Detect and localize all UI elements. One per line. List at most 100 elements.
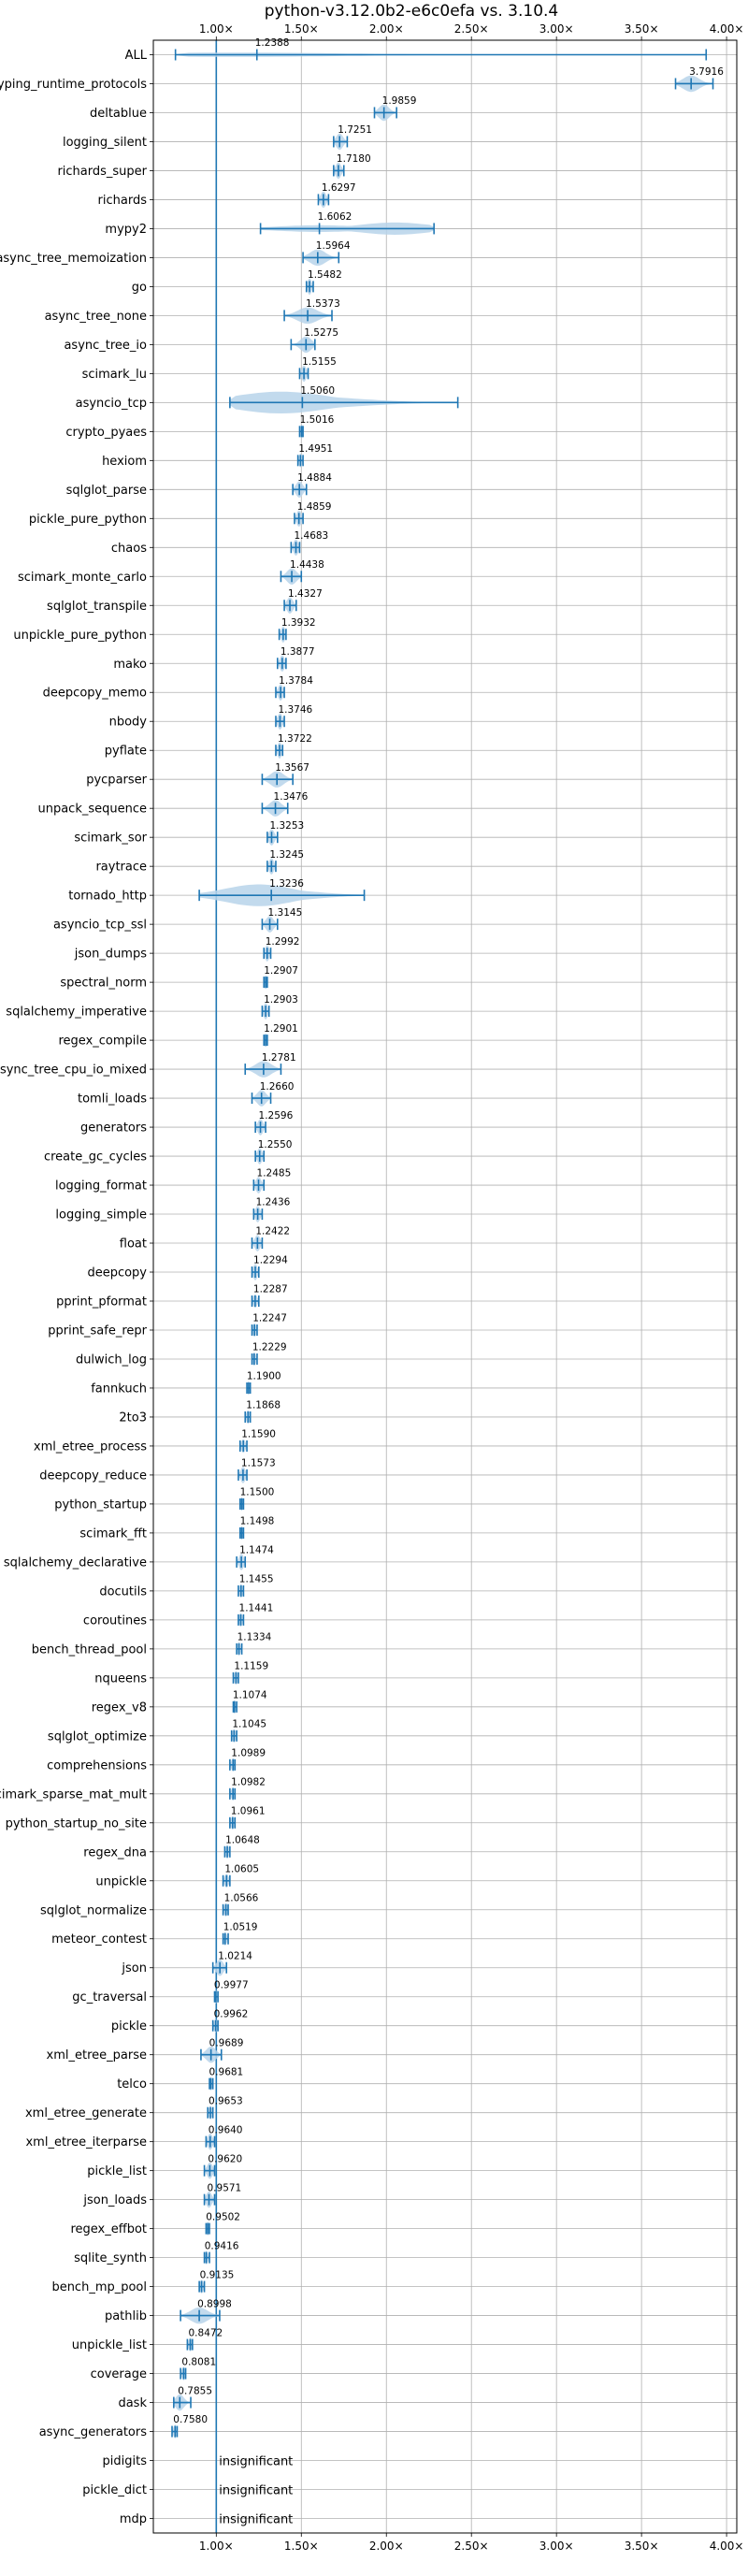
value-label: 0.8472	[189, 2327, 223, 2338]
category-label: tornado_http	[68, 890, 147, 904]
value-label: 1.6062	[318, 211, 352, 223]
value-label: 1.3784	[279, 675, 313, 687]
value-label: 1.7180	[337, 153, 371, 165]
category-label: dulwich_log	[76, 1353, 147, 1367]
value-label: 1.2422	[255, 1226, 290, 1237]
value-label: 0.9502	[206, 2211, 240, 2222]
value-label: 1.5060	[300, 385, 335, 397]
value-label: 1.3476	[274, 791, 309, 803]
category-label: pickle_pure_python	[29, 513, 147, 527]
x-tick-label-bottom: 2.50×	[454, 2540, 489, 2553]
category-label: pprint_pformat	[56, 1295, 147, 1309]
violin-layer	[171, 40, 714, 2533]
value-label: 1.2907	[264, 965, 298, 977]
category-label: logging_simple	[55, 1208, 147, 1223]
value-label: 1.7251	[338, 124, 372, 136]
value-label: 1.1441	[239, 1603, 274, 1614]
category-label: nbody	[109, 716, 148, 730]
category-label: xml_etree_iterparse	[25, 2135, 147, 2149]
category-label: pathlib	[105, 2309, 147, 2323]
value-label: 1.5373	[306, 298, 340, 310]
value-label: 1.1573	[241, 1458, 276, 1469]
value-label: 1.3746	[278, 704, 312, 716]
value-label: 1.1074	[233, 1690, 267, 1701]
value-label: 1.2436	[256, 1197, 291, 1208]
value-label: 1.2485	[257, 1168, 292, 1179]
category-label: xml_etree_process	[34, 1440, 147, 1454]
x-tick-label-top: 1.00×	[199, 22, 234, 36]
value-label: 0.9977	[214, 1979, 249, 1990]
category-label: json_loads	[82, 2193, 147, 2207]
value-label: 0.7855	[178, 2385, 212, 2396]
value-label: 1.3877	[280, 646, 315, 658]
insignificant-label: insignificant	[219, 2484, 293, 2498]
x-tick-label-top: 2.50×	[454, 22, 489, 36]
value-label: 0.9571	[208, 2182, 242, 2193]
category-label: deepcopy_memo	[43, 687, 147, 701]
category-label: sqlglot_optimize	[48, 1729, 147, 1744]
value-label: 1.0214	[218, 1950, 252, 1961]
x-tick-label-top: 4.00×	[710, 22, 744, 36]
value-label: 0.9681	[209, 2066, 244, 2077]
value-label: 1.5155	[302, 356, 337, 368]
value-label: 1.1868	[246, 1400, 280, 1411]
category-label: xml_etree_generate	[25, 2106, 147, 2120]
category-label: deepcopy	[87, 1266, 147, 1281]
category-label: go	[132, 281, 147, 295]
chart-title: python-v3.12.0b2-e6c0efa vs. 3.10.4	[265, 2, 559, 21]
x-tick-label-top: 3.50×	[625, 22, 659, 36]
value-label: 1.2781	[262, 1052, 296, 1064]
value-label: 1.3245	[269, 849, 304, 861]
x-tick-label-bottom: 2.00×	[369, 2540, 404, 2553]
category-label: pprint_safe_repr	[48, 1324, 147, 1338]
value-label: 1.4683	[295, 530, 329, 542]
value-label: 1.4951	[298, 443, 333, 455]
category-label: sqlglot_parse	[66, 484, 147, 498]
category-label: hexiom	[102, 455, 147, 469]
value-label: 1.2660	[260, 1081, 295, 1093]
value-label: 1.0566	[224, 1892, 259, 1903]
value-label: 1.2903	[264, 994, 298, 1006]
value-label: 0.9689	[209, 2037, 244, 2048]
value-label: 1.5016	[300, 414, 335, 426]
value-label: 1.1500	[240, 1487, 275, 1498]
value-label: 1.2294	[253, 1255, 288, 1266]
category-label: bench_thread_pool	[32, 1643, 147, 1657]
value-label: 1.2287	[253, 1284, 288, 1295]
category-label: pyflate	[105, 745, 147, 759]
category-label: unpickle_list	[72, 2338, 147, 2352]
value-label: 1.2247	[252, 1313, 287, 1324]
category-label: chaos	[111, 542, 147, 556]
category-label: mypy2	[105, 223, 147, 237]
x-tick-label-top: 2.00×	[369, 22, 404, 36]
value-label: 1.3236	[269, 878, 304, 890]
value-label: 1.0989	[231, 1748, 266, 1759]
value-label: 1.2596	[259, 1110, 294, 1122]
category-label: pycparser	[86, 774, 147, 788]
category-label: comprehensions	[47, 1758, 147, 1773]
category-label: sqlglot_transpile	[47, 600, 147, 614]
label-layer: 1.2388 3.7916 1.9859 1.7251 1.7180 1.6297 1.60…	[173, 37, 724, 2526]
category-label: async_generators	[39, 2425, 148, 2439]
category-label: tomli_loads	[78, 1093, 147, 1107]
value-label: 1.1455	[239, 1574, 274, 1585]
insignificant-label: insignificant	[219, 2455, 293, 2469]
axis-layer: 1.00× 1.00× 1.50× 1.50× 2.00× 2.00× 2.50× 2.50×…	[0, 22, 743, 2553]
value-label: 1.2550	[258, 1139, 293, 1151]
value-label: 1.5482	[308, 269, 342, 281]
category-label: sqlalchemy_imperative	[6, 1006, 147, 1020]
grid-layer	[153, 40, 737, 2533]
category-label: unpickle	[95, 1874, 147, 1889]
category-label: richards_super	[57, 165, 147, 179]
x-tick-label-bottom: 3.50×	[625, 2540, 659, 2553]
category-label: meteor_contest	[51, 1932, 147, 1946]
category-label: pickle_dict	[82, 2483, 147, 2497]
x-tick-label-bottom: 1.00×	[199, 2540, 234, 2553]
category-label: sqlite_synth	[74, 2251, 147, 2265]
value-label: 1.0605	[224, 1863, 259, 1874]
value-label: 1.6297	[322, 182, 356, 194]
category-label: python_startup_no_site	[6, 1816, 147, 1831]
x-tick-label-bottom: 1.50×	[284, 2540, 319, 2553]
